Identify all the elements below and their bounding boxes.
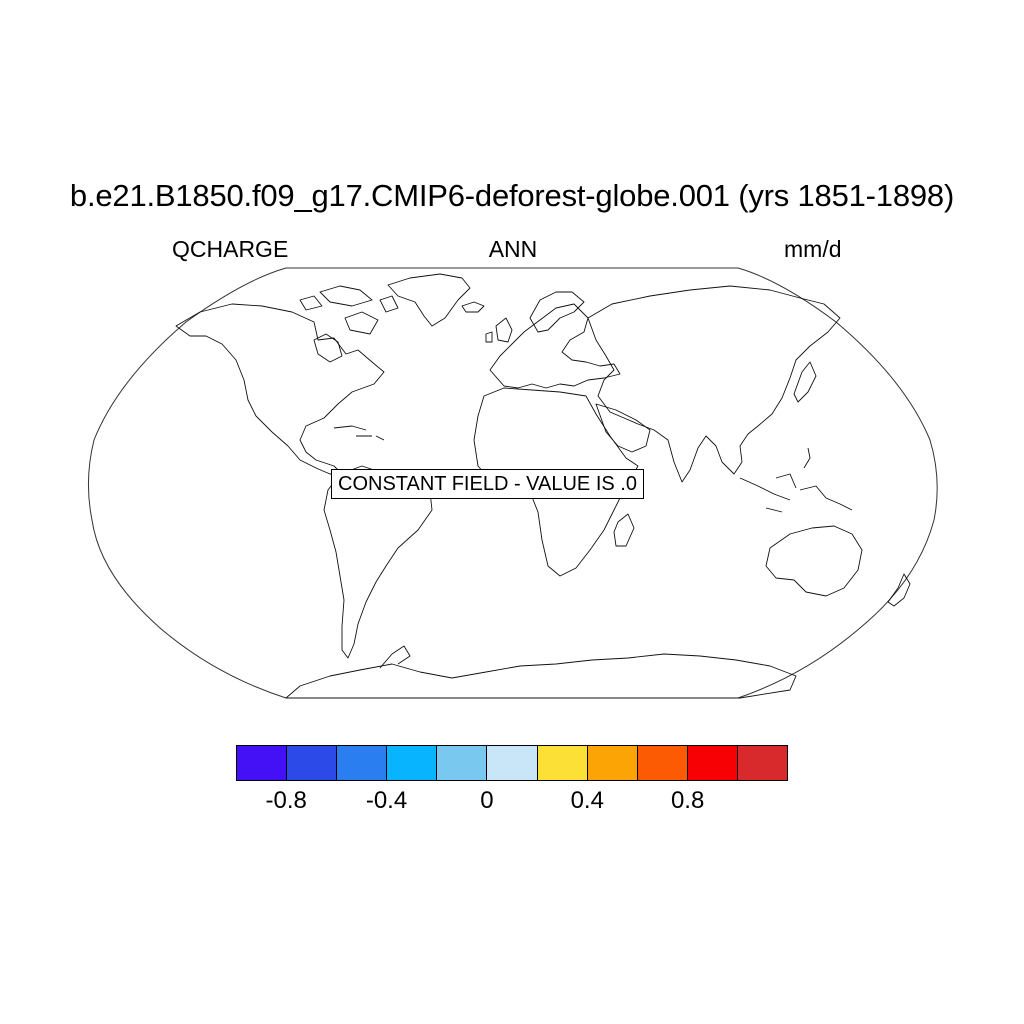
- colorbar-box: [237, 746, 288, 780]
- europe-outline: [489, 303, 621, 389]
- colorbar-tick-label: -0.4: [365, 787, 408, 814]
- greenland-outline: [387, 273, 471, 327]
- colorbar-tick-label: 0.8: [670, 787, 705, 814]
- colorbar-box: [737, 746, 788, 780]
- hudson-bay-outline: [313, 333, 343, 363]
- variable-label: QCHARGE: [172, 236, 289, 262]
- north-america-outline: [175, 303, 385, 475]
- colorbar-box: [387, 746, 438, 780]
- colorbar-box: [437, 746, 488, 780]
- scandinavia-outline: [529, 291, 585, 333]
- colorbar-box: [587, 746, 638, 780]
- colorbar-tick-label: 0.4: [570, 787, 604, 814]
- british-isles-outline: [485, 317, 513, 343]
- antarctica-outline: [285, 653, 797, 699]
- caribbean-outline: [333, 425, 385, 441]
- madagascar-outline: [613, 513, 635, 547]
- se-asia-islands-outline: [739, 447, 853, 513]
- constant-field-message: CONSTANT FIELD - VALUE IS .0: [331, 469, 644, 499]
- plot-title: b.e21.B1850.f09_g17.CMIP6-deforest-globe…: [69, 178, 955, 213]
- arctic-islands-outline: [299, 285, 399, 335]
- colorbar-tick-label: -0.8: [265, 787, 307, 814]
- asia-outline: [587, 285, 841, 483]
- colorbar-box: [487, 746, 538, 780]
- colorbar-box: [537, 746, 588, 780]
- australia-outline: [765, 525, 863, 597]
- new-zealand-outline: [887, 573, 911, 607]
- season-label: ANN: [488, 236, 538, 262]
- iceland-outline: [461, 301, 485, 313]
- colorbar-box: [687, 746, 738, 780]
- colorbar: [236, 745, 788, 781]
- colorbar-box: [637, 746, 688, 780]
- arabia-outline: [595, 403, 651, 453]
- colorbar-box: [337, 746, 388, 780]
- units-label: mm/d: [784, 236, 842, 262]
- colorbar-tick-label: 0: [480, 787, 494, 814]
- antarctic-peninsula-outline: [379, 645, 411, 669]
- colorbar-box: [287, 746, 338, 780]
- japan-outline: [793, 361, 817, 403]
